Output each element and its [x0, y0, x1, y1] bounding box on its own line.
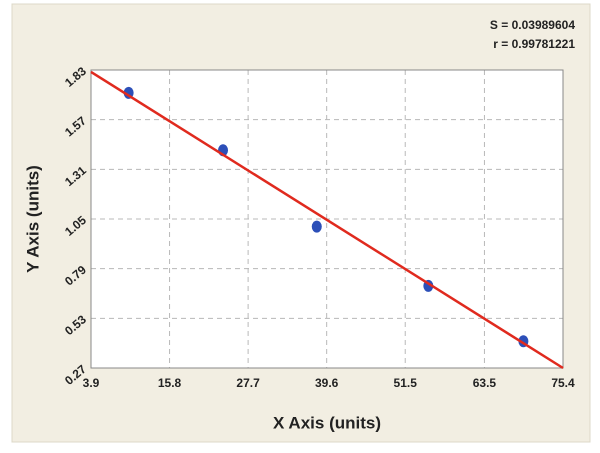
plot-border — [90, 69, 564, 369]
x-tick-label: 51.5 — [394, 376, 418, 390]
x-tick-label: 75.4 — [551, 376, 575, 390]
fit-line — [90, 70, 564, 370]
data-point — [311, 220, 322, 233]
x-tick-label: 3.9 — [83, 376, 100, 390]
x-tick-label: 15.8 — [158, 376, 182, 390]
x-tick-label: 27.7 — [236, 376, 260, 390]
annotation: r = 0.99781221 — [493, 37, 575, 51]
x-tick-label: 39.6 — [315, 376, 339, 390]
annotation: S = 0.03989604 — [490, 18, 575, 32]
x-axis-label: X Axis (units) — [273, 413, 381, 432]
x-tick-label: 63.5 — [473, 376, 497, 390]
y-axis-label: Y Axis (units) — [23, 165, 42, 273]
